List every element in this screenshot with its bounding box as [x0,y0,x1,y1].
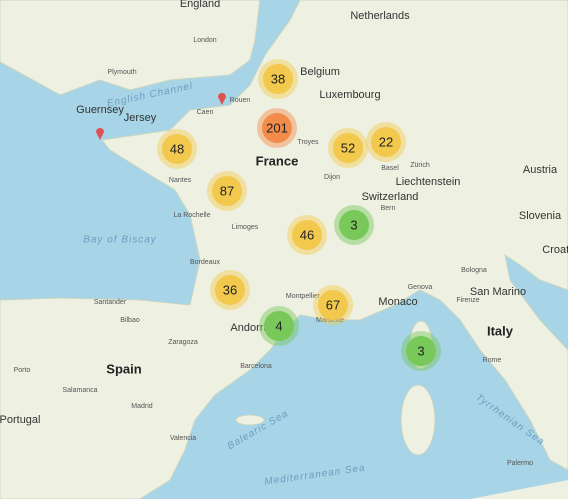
city-label: Santander [94,299,127,306]
country-label: Jersey [124,112,157,124]
country-label: Liechtenstein [396,176,461,188]
city-label: Valencia [170,435,196,442]
city-label: Porto [14,367,31,374]
country-label: Spain [106,361,141,376]
cluster[interactable]: 52 [328,128,368,168]
land-sardinia [400,384,436,456]
cluster[interactable]: 38 [258,59,298,99]
city-label: Genova [408,284,433,291]
country-label: San Marino [470,286,526,298]
cluster[interactable]: 3 [334,205,374,245]
cluster[interactable]: 3 [401,331,441,371]
country-label: Slovenia [519,210,562,222]
cluster-count: 201 [266,120,288,135]
city-label: Zaragoza [168,339,198,346]
country-label: Monaco [378,296,417,308]
city-label: Madrid [131,403,153,410]
cluster-core [215,275,245,305]
city-label: Marseille [316,317,344,324]
cluster-core [339,210,369,240]
cluster-core [212,176,242,206]
sea-label: Bay of Biscay [83,235,157,246]
cluster-count: 87 [220,183,234,198]
country-label: Switzerland [362,191,419,203]
cluster-core [292,220,322,250]
city-label: Limoges [232,224,259,231]
cluster-core [263,64,293,94]
country-label: Portugal [0,414,40,426]
city-label: Barcelona [240,363,272,370]
country-label: Netherlands [350,10,410,22]
cluster-core [406,336,436,366]
cluster-count: 52 [341,140,355,155]
city-label: Plymouth [107,69,136,76]
cluster[interactable]: 36 [210,270,250,310]
city-label: Firenze [456,297,479,304]
cluster-count: 4 [275,318,282,333]
city-label: La Rochelle [174,212,211,219]
city-label: Caen [197,109,214,116]
cluster-count: 36 [223,282,237,297]
cluster[interactable]: 87 [207,171,247,211]
city-label: Palermo [507,460,533,467]
city-label: Dijon [324,174,340,181]
cluster[interactable]: 4 [259,306,299,346]
cluster[interactable]: 48 [157,129,197,169]
cluster[interactable]: 46 [287,215,327,255]
country-label: France [256,153,299,168]
city-label: London [193,37,216,44]
city-label: Nantes [169,177,192,184]
country-label: Andorra [230,322,270,334]
cluster-count: 3 [350,217,357,232]
city-label: Montpellier [286,293,321,300]
city-label: Bordeaux [190,259,220,266]
country-label: Belgium [300,66,340,78]
marker[interactable] [218,93,226,105]
country-label: Croatia [542,244,568,256]
land-balearic [235,414,265,426]
cluster-count: 67 [326,297,340,312]
cluster-count: 3 [417,343,424,358]
cluster-core [264,311,294,341]
country-label: Luxembourg [319,89,380,101]
marker[interactable] [96,128,104,140]
cluster-core [318,290,348,320]
city-label: Bologna [461,267,487,274]
country-label: England [180,0,220,10]
city-label: Zürich [410,162,430,169]
cluster-count: 48 [170,141,184,156]
cluster-core [262,113,292,143]
cluster[interactable]: 67 [313,285,353,325]
city-label: Basel [381,165,399,172]
cluster-count: 22 [379,134,393,149]
country-label: Austria [523,164,558,176]
cluster-core [371,127,401,157]
cluster[interactable]: 201 [257,108,297,148]
cluster-core [162,134,192,164]
city-label: Bilbao [120,317,140,324]
city-label: Rouen [230,97,251,104]
cluster-core [333,133,363,163]
cluster-count: 46 [300,227,314,242]
country-label: Italy [487,323,514,338]
city-label: Rome [483,357,502,364]
land-sicily [470,480,568,499]
city-label: Salamanca [62,387,97,394]
land-britain [0,0,261,96]
cluster-count: 38 [271,71,285,86]
city-label: Troyes [297,139,319,146]
country-label: Guernsey [76,104,124,116]
city-label: Bern [381,205,396,212]
cluster[interactable]: 22 [366,122,406,162]
